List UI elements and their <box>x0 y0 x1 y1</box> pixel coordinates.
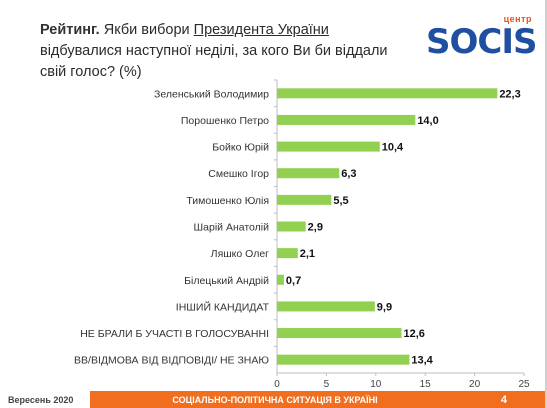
footer-title: СОЦІАЛЬНО-ПОЛІТИЧНА СИТУАЦІЯ В УКРАЇНІ <box>172 395 378 405</box>
title-underlined: Президента України <box>193 22 329 38</box>
x-tick-label: 10 <box>370 379 382 390</box>
value-label: 0,7 <box>286 275 301 287</box>
bar <box>277 354 410 365</box>
bar <box>277 168 340 179</box>
x-tick-label: 20 <box>469 379 481 390</box>
bar <box>277 328 402 339</box>
value-label: 5,5 <box>333 195 348 207</box>
value-label: 12,6 <box>403 328 424 340</box>
category-label: НЕ БРАЛИ Б УЧАСТІ В ГОЛОСУВАННІ <box>80 328 269 340</box>
bar <box>277 194 332 205</box>
bar <box>277 274 284 285</box>
x-tick-label: 5 <box>324 379 330 390</box>
bar-chart: Зеленський Володимир 22,3 Порошенко Петро 1… <box>74 79 530 390</box>
value-label: 13,4 <box>411 355 433 367</box>
category-label: Зеленський Володимир <box>154 88 269 100</box>
category-label: Смешко Ігор <box>208 168 269 180</box>
logo-main-text: SOCIS <box>426 22 537 62</box>
category-label: Бойко Юрій <box>212 142 269 154</box>
category-label: ВВ/ВІДМОВА ВІД ВІДПОВІДІ/ НЕ ЗНАЮ <box>74 355 269 367</box>
footer-date: Вересень 2020 <box>0 391 90 408</box>
bar <box>277 141 380 152</box>
bar <box>277 114 416 125</box>
socis-logo: центр SOCIS <box>426 14 537 64</box>
bar <box>277 248 298 259</box>
x-tick-label: 0 <box>274 379 280 390</box>
chart-title: Рейтинг. Якби вибори Президента України … <box>40 20 410 83</box>
title-text-1: Якби вибори <box>99 22 194 38</box>
value-label: 22,3 <box>499 88 520 100</box>
value-label: 10,4 <box>382 142 404 154</box>
bar <box>277 301 375 312</box>
bar <box>277 221 306 232</box>
category-label: Порошенко Петро <box>181 115 269 127</box>
value-label: 2,9 <box>308 222 323 234</box>
page-number: 4 <box>500 394 507 406</box>
value-label: 14,0 <box>417 115 438 127</box>
category-label: Білецький Андрій <box>184 275 269 287</box>
value-label: 9,9 <box>377 301 392 313</box>
logo-small-text: центр <box>503 14 532 24</box>
value-label: 2,1 <box>300 248 315 260</box>
footer-bar: Вересень 2020 СОЦІАЛЬНО-ПОЛІТИЧНА СИТУАЦ… <box>0 391 545 408</box>
category-label: ІНШИЙ КАНДИДАТ <box>176 300 270 313</box>
x-tick-label: 15 <box>420 379 432 390</box>
category-label: Тимошенко Юлія <box>186 195 269 207</box>
title-text-2: відбувалися наступної неділі, за кого Ви… <box>40 43 388 80</box>
x-tick-label: 25 <box>518 379 530 390</box>
value-label: 6,3 <box>341 168 356 180</box>
category-label: Шарій Анатолій <box>194 222 270 234</box>
category-label: Ляшко Олег <box>211 248 269 260</box>
title-prefix: Рейтинг. <box>40 22 100 38</box>
bar <box>277 88 498 99</box>
